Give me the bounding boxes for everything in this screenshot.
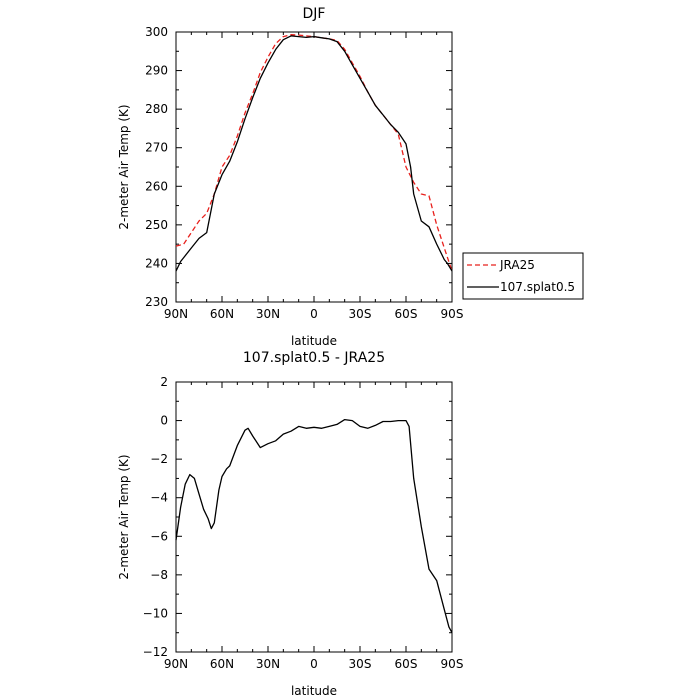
legend: JRA25 107.splat0.5 <box>462 252 584 300</box>
chart-top: DJF 90N 60N 30N 0 30S 60S 90S 230 240 250 260 270 28… <box>117 6 463 348</box>
x-tick-label: 60S <box>395 657 418 671</box>
legend-box <box>462 252 584 300</box>
x-tick-label: 90S <box>441 307 464 321</box>
y-tick-label: −8 <box>150 568 168 582</box>
y-tick-label: 300 <box>145 25 168 39</box>
chart-top-ylabel: 2-meter Air Temp (K) <box>117 104 131 229</box>
series-line-1 <box>175 35 453 272</box>
y-tick-label: −4 <box>150 491 168 505</box>
x-tick-label: 30N <box>256 657 280 671</box>
x-tick-label: 30N <box>256 307 280 321</box>
legend-label-splat: 107.splat0.5 <box>500 280 575 294</box>
x-tick-label: 30S <box>349 307 372 321</box>
x-tick-label: 60N <box>210 307 234 321</box>
y-tick-label: −6 <box>150 529 168 543</box>
chart-bottom-series <box>175 418 453 634</box>
chart-bottom: 107.splat0.5 - JRA25 90N 60N 30N 0 30S 60S 90S… <box>117 350 463 698</box>
y-tick-label: 250 <box>145 218 168 232</box>
legend-label-jra25: JRA25 <box>499 258 535 272</box>
x-tick-label: 0 <box>310 657 318 671</box>
chart-top-xlabel: latitude <box>291 334 337 348</box>
series-line-0 <box>175 418 453 634</box>
chart-bottom-ticks: 90N 60N 30N 0 30S 60S 90S 2 0 −2 −4 −6 −8 −10 −12 <box>143 375 464 671</box>
chart-bottom-frame <box>175 381 453 653</box>
series-line-0 <box>175 34 453 272</box>
y-tick-label: 230 <box>145 295 168 309</box>
x-tick-label: 60S <box>395 307 418 321</box>
y-tick-label: 0 <box>160 414 168 428</box>
y-tick-label: 240 <box>145 256 168 270</box>
x-tick-label: 30S <box>349 657 372 671</box>
y-tick-label: −12 <box>143 645 168 659</box>
x-tick-label: 90S <box>441 657 464 671</box>
y-tick-label: 280 <box>145 102 168 116</box>
x-tick-label: 0 <box>310 307 318 321</box>
y-tick-label: 270 <box>145 141 168 155</box>
x-tick-label: 90N <box>164 657 188 671</box>
x-tick-label: 60N <box>210 657 234 671</box>
chart-top-title: DJF <box>303 6 326 22</box>
y-tick-label: −10 <box>143 606 168 620</box>
chart-bottom-xlabel: latitude <box>291 684 337 698</box>
chart-top-series <box>175 34 453 272</box>
chart-bottom-ylabel: 2-meter Air Temp (K) <box>117 454 131 579</box>
chart-top-ticks: 90N 60N 30N 0 30S 60S 90S 230 240 250 260 270 280 290… <box>145 25 463 321</box>
chart-bottom-title: 107.splat0.5 - JRA25 <box>243 350 385 366</box>
y-tick-label: −2 <box>150 452 168 466</box>
y-tick-label: 290 <box>145 64 168 78</box>
x-tick-label: 90N <box>164 307 188 321</box>
y-tick-label: 2 <box>160 375 168 389</box>
y-tick-label: 260 <box>145 179 168 193</box>
